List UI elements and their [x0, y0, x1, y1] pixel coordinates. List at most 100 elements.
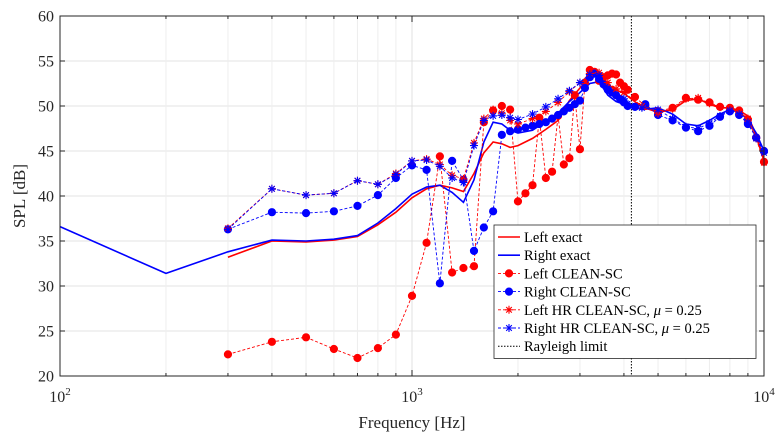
circle-marker	[469, 246, 479, 255]
y-axis-label: SPL [dB]	[10, 164, 29, 228]
x-tick-label: 104	[753, 386, 775, 406]
star-marker	[725, 106, 734, 115]
circle-marker	[506, 127, 515, 136]
circle-marker	[435, 279, 444, 288]
y-tick-label: 25	[38, 324, 54, 341]
series-line	[227, 74, 765, 230]
circle-marker	[497, 130, 506, 139]
circle-marker	[353, 201, 362, 210]
star-marker	[223, 225, 232, 234]
circle-marker	[391, 330, 400, 339]
legend: Left exact Right exact Left CLEAN-SC Right …	[493, 224, 757, 359]
star-marker	[459, 178, 468, 187]
circle-marker	[489, 207, 498, 216]
legend-marker	[504, 269, 514, 278]
star-marker	[716, 102, 725, 111]
star-marker	[448, 174, 457, 182]
star-marker	[612, 84, 621, 93]
circle-marker	[422, 238, 431, 247]
star-marker	[408, 156, 416, 165]
star-marker	[705, 99, 714, 108]
circle-marker	[448, 156, 457, 165]
star-marker	[541, 107, 550, 116]
circle-marker	[580, 83, 590, 93]
legend-entry: Rayleigh limit	[498, 339, 607, 355]
circle-marker	[611, 70, 621, 79]
circle-marker	[448, 268, 457, 277]
star-marker	[497, 111, 506, 119]
star-marker	[619, 94, 628, 103]
star-marker	[575, 78, 584, 87]
legend-entry: Left HR CLEAN-SC, μ = 0.25	[498, 303, 702, 319]
legend-label: Left HR CLEAN-SC, μ = 0.25	[524, 303, 702, 319]
circle-marker	[541, 173, 550, 183]
circle-marker	[565, 154, 574, 163]
star-marker	[479, 116, 488, 125]
star-marker	[506, 113, 515, 122]
y-tick-label: 55	[38, 54, 54, 71]
star-marker	[489, 111, 498, 120]
star-marker	[585, 70, 594, 79]
circle-marker	[353, 353, 362, 363]
circle-marker	[329, 207, 339, 216]
star-marker	[752, 134, 761, 143]
legend-label: Left exact	[524, 230, 582, 246]
legend-entry: Right exact	[498, 248, 590, 264]
legend-label: Rayleigh limit	[524, 339, 607, 355]
circle-marker	[630, 102, 640, 112]
circle-marker	[479, 223, 488, 232]
circle-marker	[521, 123, 530, 132]
legend-label: Right HR CLEAN-SC, μ = 0.25	[524, 321, 710, 337]
y-tick-label: 40	[38, 189, 54, 206]
circle-marker	[553, 110, 563, 120]
star-marker	[565, 86, 574, 95]
series-6	[223, 70, 768, 234]
circle-marker	[422, 165, 431, 174]
star-marker	[541, 102, 550, 111]
y-tick-label: 30	[38, 279, 54, 296]
axis-ticks: 20 25 30 35 40 45 50 55 60 102 103 104	[38, 9, 775, 407]
legend-marker	[505, 305, 513, 314]
circle-marker	[373, 344, 382, 353]
legend-entry: Right CLEAN-SC	[498, 285, 631, 301]
circle-marker	[267, 337, 277, 346]
x-axis-label: Frequency [Hz]	[358, 413, 465, 432]
legend-label: Right exact	[524, 248, 590, 264]
circle-marker	[547, 114, 557, 123]
circle-marker	[541, 118, 550, 127]
circle-marker	[575, 145, 585, 154]
star-marker	[373, 180, 382, 189]
circle-marker	[407, 291, 417, 300]
star-marker	[422, 156, 431, 164]
legend-box	[493, 224, 757, 359]
star-marker	[554, 94, 563, 103]
series-line	[227, 69, 765, 359]
circle-marker	[513, 197, 523, 206]
star-marker	[619, 88, 628, 97]
star-marker	[694, 93, 703, 102]
star-marker	[528, 110, 537, 119]
plot-series	[59, 65, 769, 363]
x-tick-label: 103	[401, 386, 423, 406]
circle-marker	[623, 101, 632, 111]
circle-marker	[575, 96, 585, 105]
circle-marker	[223, 350, 233, 359]
circle-marker	[559, 160, 568, 169]
circle-marker	[301, 333, 311, 342]
legend-entry: Left CLEAN-SC	[498, 266, 623, 282]
star-marker	[603, 78, 612, 87]
y-tick-label: 35	[38, 234, 54, 251]
y-tick-label: 60	[38, 9, 54, 26]
star-marker	[489, 105, 498, 114]
y-tick-label: 20	[38, 369, 54, 386]
circle-marker	[630, 92, 640, 102]
legend-entry: Right HR CLEAN-SC, μ = 0.25	[498, 321, 710, 337]
circle-marker	[301, 209, 311, 218]
star-marker	[353, 176, 362, 185]
star-marker	[267, 184, 276, 193]
circle-marker	[506, 105, 515, 114]
circle-marker	[570, 91, 579, 100]
star-marker	[681, 122, 690, 131]
star-marker	[469, 141, 478, 150]
